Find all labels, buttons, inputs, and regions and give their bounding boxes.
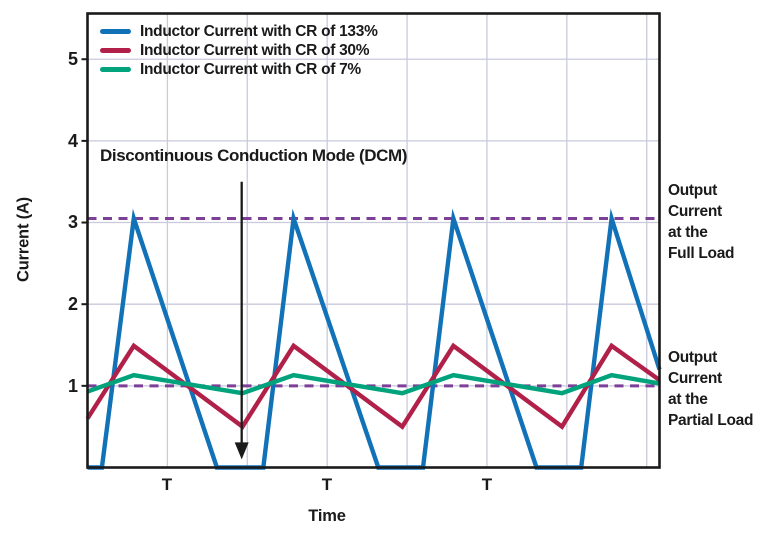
partial-load-label: Output Current at the Partial Load <box>668 349 754 429</box>
dcm-arrowhead-icon <box>234 442 249 460</box>
series-line-1 <box>85 342 661 430</box>
full-load-label: Output Current at the Full Load <box>668 182 735 262</box>
legend-swatch-cr133 <box>100 29 131 34</box>
legend-item-cr7: Inductor Current with CR of 7% <box>100 60 361 79</box>
ytick-4: 4 <box>67 131 78 151</box>
plot-frame <box>86 12 661 469</box>
series-line-2 <box>86 372 660 396</box>
legend-swatch-cr7 <box>100 67 131 72</box>
series-line-0 <box>87 208 662 470</box>
ytick-2: 2 <box>67 294 78 314</box>
legend-item-cr133: Inductor Current with CR of 133% <box>100 22 378 41</box>
period-label-3: T <box>481 475 493 494</box>
x-axis-title: Time <box>308 507 346 525</box>
period-label-2: T <box>321 475 333 494</box>
y-axis-title: Current (A) <box>14 197 33 282</box>
legend-swatch-cr30 <box>100 48 131 53</box>
ytick-1: 1 <box>67 376 78 396</box>
dcm-annotation: Discontinuous Conduction Mode (DCM) <box>100 146 408 165</box>
legend-item-cr30: Inductor Current with CR of 30% <box>100 41 370 60</box>
legend-label-cr30: Inductor Current with CR of 30% <box>140 41 370 59</box>
period-label-1: T <box>161 475 173 494</box>
legend-label-cr133: Inductor Current with CR of 133% <box>140 22 378 40</box>
legend-label-cr7: Inductor Current with CR of 7% <box>140 60 361 78</box>
ytick-3: 3 <box>67 212 78 232</box>
ytick-5: 5 <box>67 49 78 69</box>
